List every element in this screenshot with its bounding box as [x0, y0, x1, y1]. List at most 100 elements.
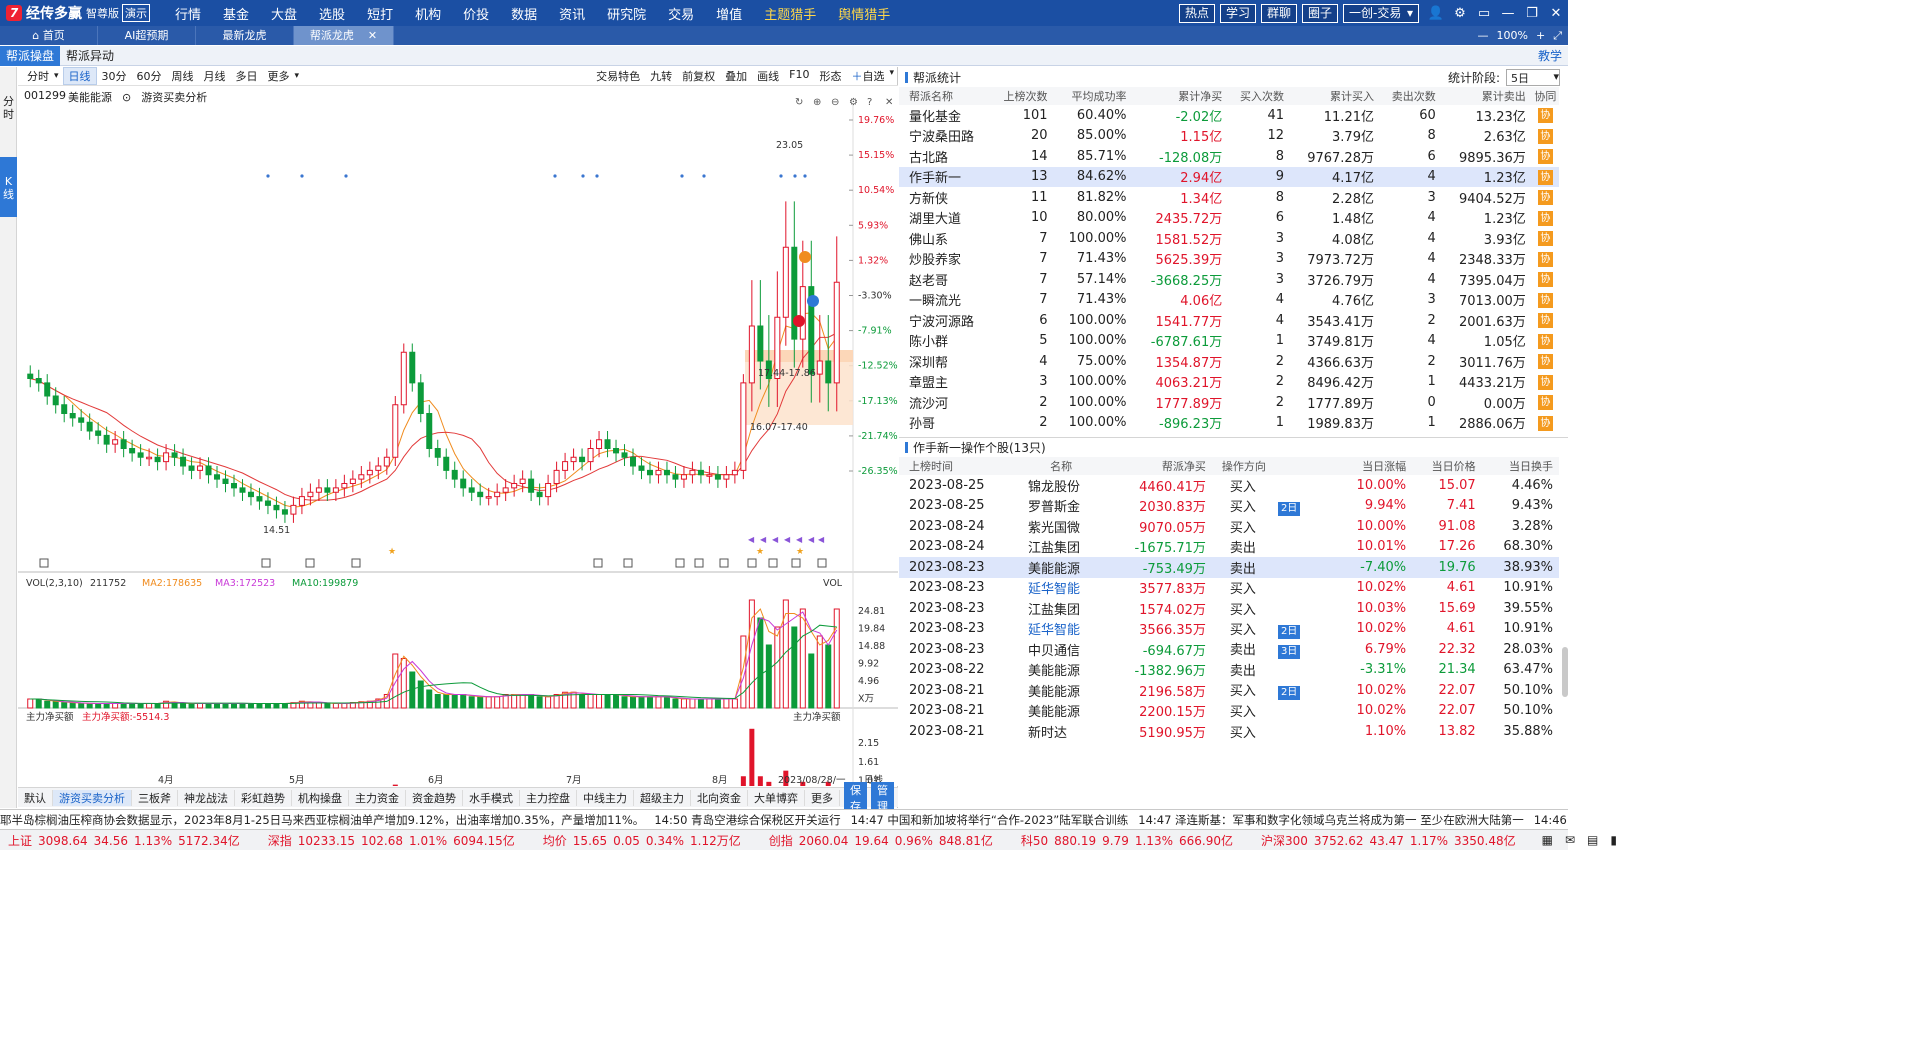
column-header[interactable]: 累计卖出: [1441, 87, 1532, 105]
tab-ai[interactable]: AI超预期: [98, 26, 196, 45]
indicator-tab[interactable]: 彩虹趋势: [235, 789, 292, 806]
tool-overlay[interactable]: 叠加: [725, 70, 748, 83]
column-header[interactable]: 累计净买: [1132, 87, 1229, 105]
column-header[interactable]: 买入次数: [1228, 87, 1291, 105]
save-button[interactable]: 保存: [844, 781, 867, 814]
indicator-tab[interactable]: 神龙战法: [178, 789, 235, 806]
table-row[interactable]: 孙哥 2 100.00% -896.23万 1 1989.83万 1 2886.06万协: [899, 413, 1559, 434]
tab-close-icon[interactable]: ✕: [367, 29, 378, 42]
cell-name[interactable]: 江盐集团: [1027, 602, 1080, 618]
period-30m[interactable]: 30分: [101, 70, 127, 83]
column-header[interactable]: 当日涨幅: [1334, 457, 1413, 475]
table-row[interactable]: 宁波河源路 6 100.00% 1541.77万 4 3543.41万 2 2001.63万协: [899, 310, 1559, 331]
cell-name[interactable]: 江盐集团: [1027, 541, 1080, 557]
table-row[interactable]: 2023-08-23 延华智能 3566.35万 买入 2日 10.02% 4.61 10.9…: [899, 619, 1559, 640]
indicator-tab[interactable]: 主力资金: [349, 789, 406, 806]
chevron-down-icon[interactable]: ▾: [294, 71, 300, 81]
chevron-down-icon[interactable]: ▾: [54, 71, 59, 81]
column-header[interactable]: 名称: [1017, 457, 1105, 475]
nav-item[interactable]: 选股: [319, 7, 346, 23]
period-intraday[interactable]: 分时: [27, 70, 49, 83]
chart-control-icon[interactable]: ⚙: [849, 97, 858, 108]
coop-button[interactable]: 协: [1537, 374, 1553, 390]
window-icon[interactable]: ▭: [1477, 5, 1491, 21]
coop-button[interactable]: 协: [1537, 169, 1553, 185]
news-item[interactable]: 14:46 中信建: [1533, 812, 1568, 827]
cell-name[interactable]: 新时达: [1027, 725, 1067, 741]
tool-adjust[interactable]: 前复权: [682, 70, 716, 83]
gear-icon[interactable]: ⚙: [1454, 5, 1466, 21]
tab-latest-dragon[interactable]: 最新龙虎: [196, 26, 294, 45]
table-row[interactable]: 2023-08-23 中贝通信 -694.67万 卖出 3日 6.79% 22.32 28.0…: [899, 639, 1559, 660]
nav-item[interactable]: 研究院: [607, 7, 647, 23]
column-header[interactable]: 帮派名称: [899, 87, 992, 105]
index-item[interactable]: 深指 10233.15 102.68 1.01% 6094.15亿: [260, 832, 521, 849]
index-item[interactable]: 科50 880.19 9.79 1.13% 666.90亿: [1013, 832, 1239, 849]
restore-icon[interactable]: ❐: [1526, 5, 1538, 21]
table-row[interactable]: 章盟主 3 100.00% 4063.21万 2 8496.42万 1 4433.21万协: [899, 372, 1559, 393]
nav-item[interactable]: 交易: [668, 7, 695, 23]
coop-button[interactable]: 协: [1537, 190, 1553, 206]
period-60m[interactable]: 60分: [136, 70, 162, 83]
tool-draw[interactable]: 画线: [757, 70, 780, 83]
teach-link[interactable]: 教学: [1537, 49, 1562, 63]
coop-button[interactable]: 协: [1537, 313, 1553, 329]
chart-control-icon[interactable]: ⊖: [831, 97, 839, 108]
nav-item[interactable]: 基金: [223, 7, 250, 23]
cell-name[interactable]: 延华智能: [1027, 582, 1080, 598]
tab-gang-trading[interactable]: 帮派操盘: [0, 45, 61, 66]
chart-control-icon[interactable]: ⊕: [813, 97, 821, 108]
indicator-tab[interactable]: 主力控盘: [520, 789, 577, 806]
nav-item[interactable]: 主题猎手: [764, 7, 817, 23]
app-logo[interactable]: 7 经传多赢 智尊版 演示: [0, 3, 156, 23]
column-header[interactable]: 当日换手: [1481, 457, 1559, 475]
indicator-tab[interactable]: 北向资金: [691, 789, 748, 806]
period-select[interactable]: 5日 ▾: [1506, 68, 1560, 86]
table-row[interactable]: 古北路 14 85.71% -128.08万 8 9767.28万 6 9895.36万协: [899, 146, 1559, 167]
table-row[interactable]: 2023-08-25 锦龙股份 4460.41万 买入 10.00% 15.07 4.46%: [899, 475, 1559, 496]
zoom-in-icon[interactable]: +: [1535, 29, 1546, 42]
coop-button[interactable]: 协: [1537, 149, 1553, 165]
cell-name[interactable]: 美能能源: [1027, 684, 1080, 700]
table-row[interactable]: 陈小群 5 100.00% -6787.61万 1 3749.81万 4 1.05亿协: [899, 331, 1559, 352]
table-row[interactable]: 2023-08-24 江盐集团 -1675.71万 卖出 10.01% 17.26 68.3…: [899, 537, 1559, 558]
table-row[interactable]: 2023-08-21 美能能源 2196.58万 买入 2日 10.02% 22.07 50.…: [899, 680, 1559, 701]
scrollbar[interactable]: [1562, 647, 1568, 697]
coop-button[interactable]: 协: [1537, 292, 1553, 308]
period-monthly[interactable]: 月线: [203, 70, 226, 83]
table-row[interactable]: 2023-08-23 延华智能 3577.83万 买入 10.02% 4.61 10.91%: [899, 578, 1559, 599]
coop-button[interactable]: 协: [1537, 354, 1553, 370]
coop-button[interactable]: 协: [1537, 108, 1553, 124]
table-row[interactable]: 一瞬流光 7 71.43% 4.06亿 4 4.76亿 3 7013.00万协: [899, 290, 1559, 311]
nav-item[interactable]: 舆情猎手: [838, 7, 891, 23]
period-daily[interactable]: 日线: [62, 67, 97, 85]
circle-button[interactable]: 圈子: [1301, 3, 1338, 23]
table-row[interactable]: 2023-08-24 紫光国微 9070.05万 买入 10.00% 91.08 3.28%: [899, 516, 1559, 537]
index-item[interactable]: 上证 3098.64 34.56 1.13% 5172.34亿: [0, 832, 246, 849]
indicator-tab[interactable]: 大单博弈: [748, 789, 805, 806]
table-row[interactable]: 量化基金 101 60.40% -2.02亿 41 11.21亿 60 13.23亿协: [899, 105, 1559, 126]
indicator-tab[interactable]: 游资买卖分析: [53, 789, 132, 806]
expand-icon[interactable]: ⤢: [1553, 28, 1562, 42]
hot-button[interactable]: 热点: [1178, 3, 1215, 23]
calculator-icon[interactable]: ▦: [1541, 833, 1553, 847]
chart-control-icon[interactable]: ↻: [795, 97, 803, 108]
nav-item[interactable]: 价投: [463, 7, 490, 23]
cell-name[interactable]: 美能能源: [1027, 664, 1080, 680]
table-row[interactable]: 流沙河 2 100.00% 1777.89万 2 1777.89万 0 0.00万协: [899, 392, 1559, 413]
column-header[interactable]: 上榜时间: [899, 457, 1018, 475]
table-row[interactable]: 2023-08-22 美能能源 -1382.96万 卖出 -3.31% 21.34 63.4…: [899, 660, 1559, 681]
indicator-tab[interactable]: 三板斧: [132, 789, 178, 806]
tool-f10[interactable]: F10: [789, 68, 810, 81]
indicator-tab[interactable]: 资金趋势: [406, 789, 463, 806]
cell-name[interactable]: 罗普斯金: [1027, 500, 1080, 516]
table-row[interactable]: 2023-08-25 罗普斯金 2030.83万 买入 2日 9.94% 7.41 9.43%: [899, 496, 1559, 517]
cell-name[interactable]: 紫光国微: [1027, 520, 1080, 536]
chart-control-icon[interactable]: ?: [867, 97, 872, 108]
nav-item[interactable]: 增值: [716, 7, 743, 23]
user-icon[interactable]: 👤: [1427, 5, 1445, 21]
table-row[interactable]: 宁波桑田路 20 85.00% 1.15亿 12 3.79亿 8 2.63亿协: [899, 126, 1559, 147]
column-header[interactable]: 上榜次数: [991, 87, 1054, 105]
table-row[interactable]: 湖里大道 10 80.00% 2435.72万 6 1.48亿 4 1.23亿协: [899, 208, 1559, 229]
side-tab-intraday[interactable]: 分时: [3, 95, 14, 121]
